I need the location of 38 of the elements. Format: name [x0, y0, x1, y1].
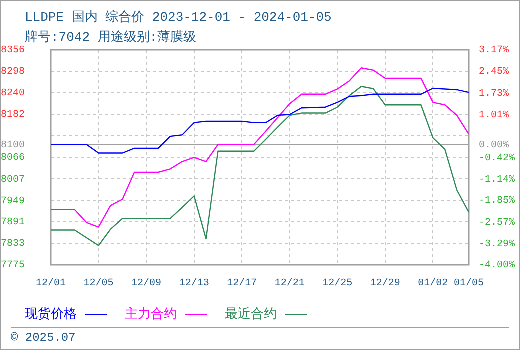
y2-tick-label: -1.14% — [479, 174, 516, 186]
text: © 2025.07 — [11, 331, 76, 345]
x-tick-label: 12/05 — [84, 278, 114, 290]
y2-tick-label: -2.57% — [479, 218, 516, 229]
legend-label: 最近合约 — [225, 306, 277, 323]
x-tick-label: 12/25 — [322, 278, 353, 290]
y-tick-label: 8356 — [1, 46, 26, 57]
legend-label: 现货价格 — [25, 306, 77, 323]
y-tick-label: 8007 — [1, 174, 26, 186]
y2-tick-label: 3.17% — [479, 46, 510, 57]
y-tick-label: 7891 — [1, 218, 26, 229]
y2-tick-label: 0.00% — [479, 140, 510, 152]
x-tick-label: 12/09 — [132, 278, 162, 290]
y2-tick-label: 1.01% — [479, 110, 510, 122]
y-tick-label: 7833 — [1, 239, 26, 250]
x-tick-label: 12/21 — [274, 278, 305, 290]
legend-label: 主力合约 — [125, 306, 177, 323]
y-tick-label: 8298 — [1, 67, 26, 78]
y2-tick-label: -0.42% — [479, 153, 516, 164]
y-tick-label: 8182 — [1, 110, 26, 122]
chart-subtitle: 牌号:7042 用途级别:薄膜级 — [25, 29, 197, 46]
x-tick-label: 01/05 — [454, 278, 484, 290]
y-tick-label: 7775 — [1, 260, 26, 272]
y-tick-label: 8066 — [1, 152, 26, 164]
y-tick-label: 8240 — [1, 88, 26, 100]
y2-tick-label: -3.29% — [479, 239, 516, 250]
x-tick-label: 12/01 — [36, 278, 66, 290]
x-tick-label: 12/17 — [227, 278, 258, 290]
chart-title: LLDPE 国内 综合价 2023-12-01 - 2024-01-05 — [25, 9, 332, 26]
x-tick-label: 12/13 — [179, 278, 210, 290]
y-tick-label: 7949 — [1, 196, 26, 208]
y2-tick-label: -4.00% — [479, 260, 516, 272]
y-tick-label: 8100 — [1, 140, 26, 152]
y2-tick-label: 1.73% — [479, 88, 510, 100]
x-tick-label: 01/02 — [418, 278, 448, 290]
y2-tick-label: 2.45% — [479, 67, 510, 78]
x-tick-label: 12/29 — [370, 278, 400, 290]
y2-tick-label: -1.85% — [479, 196, 516, 208]
